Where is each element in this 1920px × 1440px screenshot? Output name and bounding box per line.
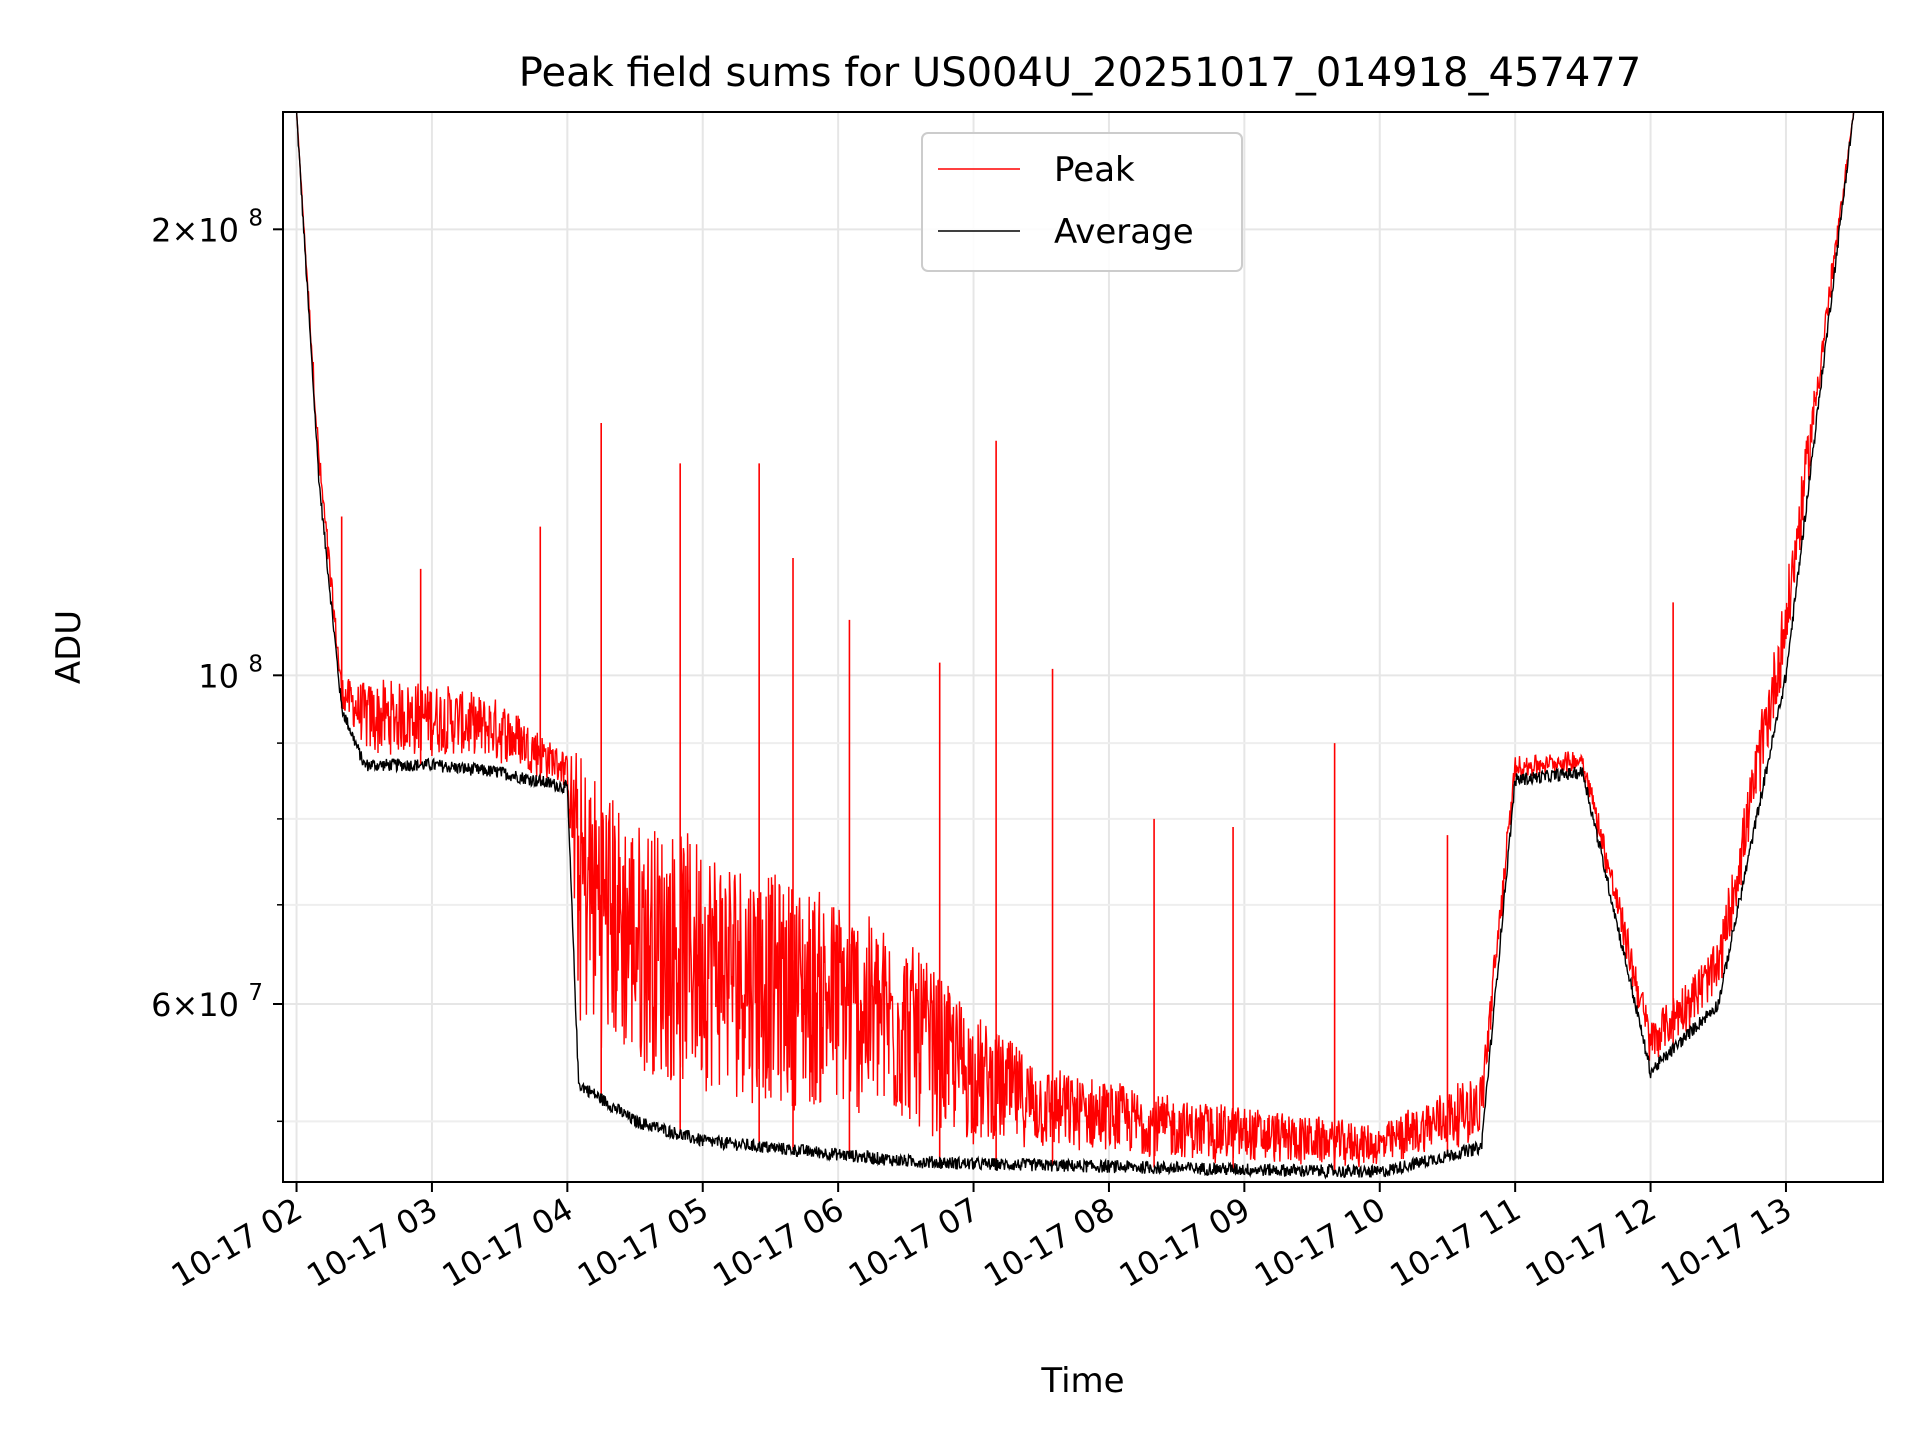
x-axis-label: Time (1040, 1361, 1124, 1401)
legend-label-peak: Peak (1054, 150, 1135, 190)
y-tick-exponent: 7 (248, 980, 263, 1006)
y-tick-exponent: 8 (248, 651, 263, 677)
y-tick-label: 2×10 8 (151, 205, 263, 249)
series-line-average (295, 112, 1855, 1180)
y-tick-base: 2×10 (151, 211, 239, 249)
y-tick-base: 6×10 (151, 986, 239, 1024)
y-tick-label: 6×10 7 (151, 980, 263, 1024)
legend: Peak Average (921, 132, 1243, 272)
legend-label-average: Average (1054, 212, 1194, 252)
axes-frame (282, 111, 1884, 1183)
legend-box (921, 132, 1243, 272)
y-tick-label: 10 8 (198, 651, 263, 695)
series-line-peak (295, 112, 1855, 1168)
chart-title: Peak field sums for US004U_20251017_0149… (519, 50, 1641, 96)
plot-area (295, 112, 1855, 1180)
y-tick-base: 10 (198, 657, 239, 695)
y-axis-label: ADU (49, 610, 89, 684)
y-axis: 10 8 2×10 8 6×10 7 (151, 205, 283, 1123)
y-tick-exponent: 8 (248, 205, 263, 231)
